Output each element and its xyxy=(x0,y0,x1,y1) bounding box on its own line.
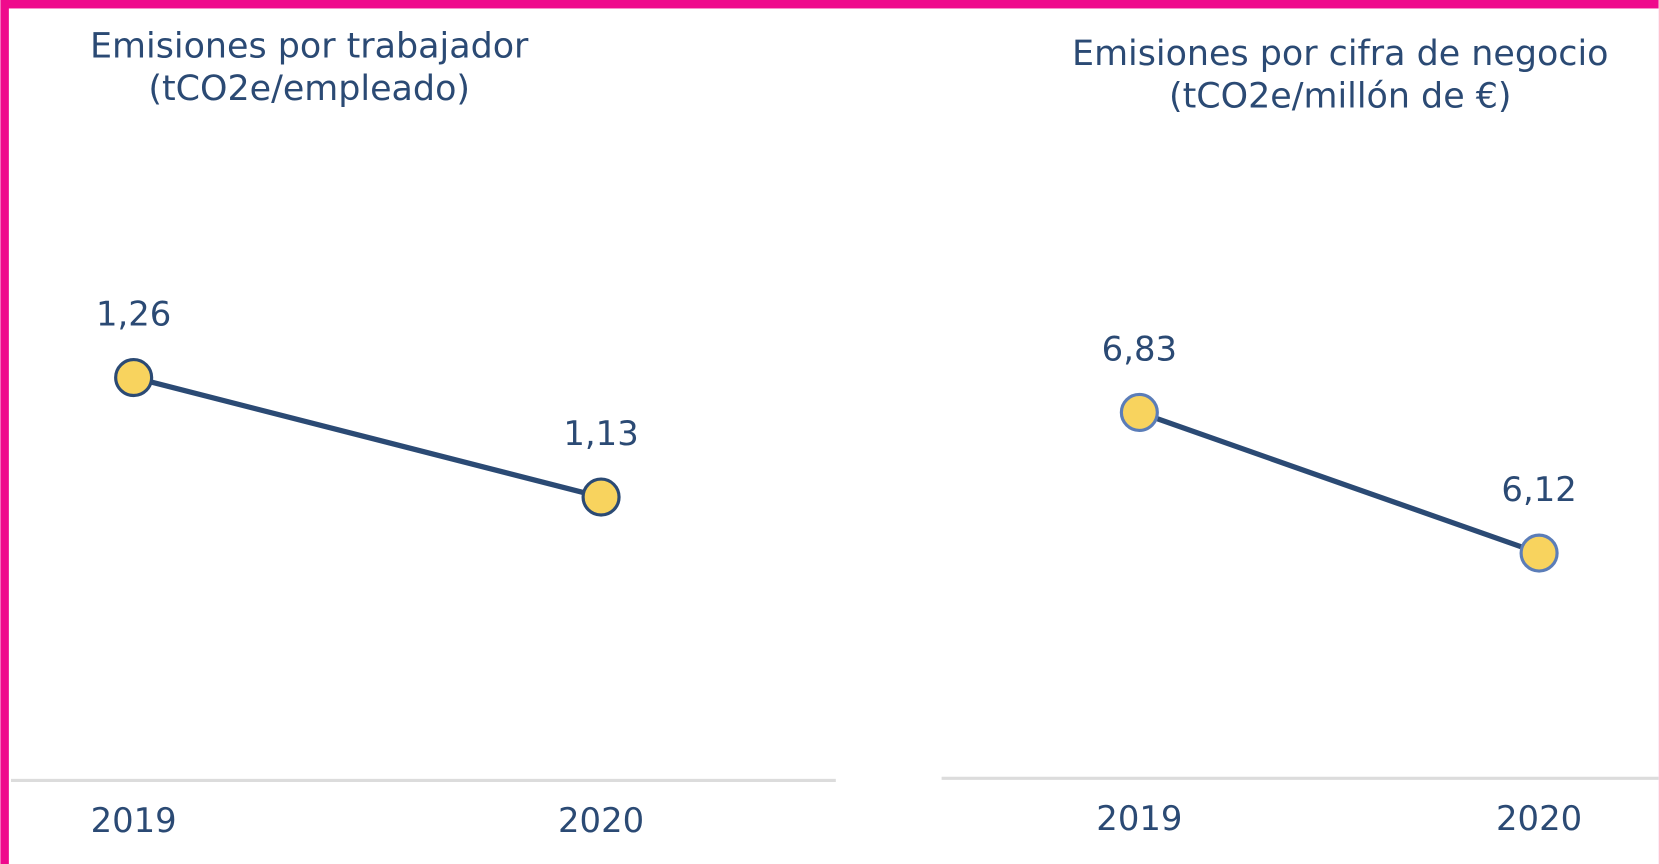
marker xyxy=(1119,392,1159,432)
data-label: 1,13 xyxy=(563,414,638,453)
marker xyxy=(1519,533,1559,573)
x-tick-label: 2020 xyxy=(1496,799,1582,838)
line xyxy=(132,374,602,500)
data-label: 6,12 xyxy=(1501,470,1576,509)
chart-subtitle: (tCO2e/millón de €) xyxy=(1169,76,1512,116)
x-tick-label: 2020 xyxy=(558,801,644,840)
chart-title: Emisiones por cifra de negocio xyxy=(1072,34,1608,74)
background xyxy=(8,8,1659,864)
line xyxy=(1138,409,1540,556)
x-tick-label: 2019 xyxy=(91,801,177,840)
chart-subtitle: (tCO2e/empleado) xyxy=(148,69,470,109)
data-label: 1,26 xyxy=(96,295,171,334)
x-tick-label: 2019 xyxy=(1096,799,1182,838)
marker xyxy=(114,357,154,398)
marker xyxy=(581,477,621,517)
chart-title: Emisiones por trabajador xyxy=(90,27,529,67)
data-label: 6,83 xyxy=(1102,330,1177,369)
